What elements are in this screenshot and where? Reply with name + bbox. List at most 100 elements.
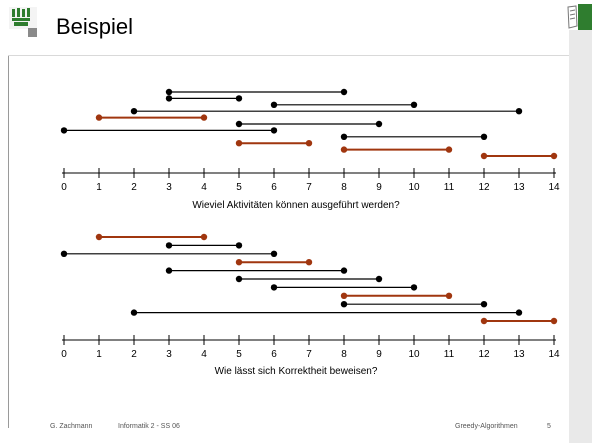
bottom-interval (235, 259, 313, 266)
diagram-top-caption: Wieviel Aktivitäten können ausgeführt we… (192, 200, 400, 211)
interval-end-point (305, 140, 313, 147)
diagram-bottom-caption: Wie lässt sich Korrektheit beweisen? (214, 366, 378, 377)
axis-tick-label: 11 (444, 349, 455, 360)
interval-end-point (235, 242, 243, 249)
interval-start-point (270, 284, 278, 291)
axis-tick-label: 1 (96, 182, 102, 193)
axis-tick-label: 5 (236, 349, 242, 360)
interval-start-point (340, 301, 348, 308)
interval-start-point (130, 108, 138, 115)
interval-end-point (410, 284, 418, 291)
top-interval (60, 127, 278, 134)
axis-tick-label: 5 (236, 182, 242, 193)
interval-start-point (165, 88, 173, 96)
interval-start-point (235, 275, 243, 283)
interval-start-point (270, 101, 278, 108)
top-interval (165, 88, 348, 96)
interval-end-point (235, 95, 243, 102)
axis-tick-label: 10 (408, 349, 420, 360)
interval-end-point (270, 127, 278, 134)
axis-tick-label: 9 (376, 182, 382, 193)
footer-topic: Greedy-Algorithmen (455, 423, 518, 430)
bottom-interval (130, 309, 523, 316)
interval-end-point (480, 133, 488, 140)
axis-tick-label: 4 (201, 349, 207, 360)
interval-end-point (445, 146, 453, 153)
interval-start-point (95, 233, 103, 241)
axis-tick-label: 1 (96, 349, 102, 360)
bottom-interval (165, 242, 243, 249)
interval-start-point (130, 309, 138, 316)
interval-end-point (375, 120, 383, 128)
slide-title: Beispiel (56, 14, 134, 39)
top-interval (95, 114, 208, 121)
top-interval (340, 133, 488, 140)
interval-end-point (340, 88, 348, 96)
axis-tick-label: 11 (444, 182, 455, 193)
interval-start-point (340, 292, 348, 299)
bottom-interval (60, 250, 278, 257)
axis-tick-label: 14 (548, 182, 560, 193)
top-interval (165, 95, 243, 102)
bottom-interval (235, 275, 383, 283)
bottom-interval (95, 233, 208, 241)
axis-tick-label: 12 (478, 182, 490, 193)
bottom-interval (480, 317, 558, 325)
interval-start-point (165, 95, 173, 102)
interval-end-point (200, 114, 208, 121)
interval-start-point (235, 140, 243, 147)
axis-tick-label: 13 (513, 182, 525, 193)
interval-end-point (515, 108, 523, 115)
axis-tick-label: 2 (131, 182, 137, 193)
top-interval (480, 152, 558, 160)
bottom-interval (270, 284, 418, 291)
axis-tick-label: 12 (478, 349, 490, 360)
axis-tick-label: 4 (201, 182, 207, 193)
footer-course: Informatik 2 - SS 06 (118, 423, 180, 430)
interval-end-point (375, 275, 383, 283)
bottom-interval (165, 267, 348, 274)
axis-tick-label: 2 (131, 349, 137, 360)
top-interval (235, 120, 383, 128)
interval-start-point (235, 120, 243, 128)
axis-tick-label: 7 (306, 349, 312, 360)
interval-start-point (60, 127, 68, 134)
interval-end-point (410, 101, 418, 108)
interval-end-point (550, 152, 558, 160)
interval-start-point (60, 250, 68, 257)
axis-tick-label: 6 (271, 182, 277, 193)
interval-start-point (340, 133, 348, 140)
axis-tick-label: 9 (376, 349, 382, 360)
axis-tick-label: 0 (61, 182, 67, 193)
interval-start-point (480, 317, 488, 325)
interval-start-point (165, 242, 173, 249)
axis-tick-label: 3 (166, 182, 172, 193)
interval-start-point (235, 259, 243, 266)
footer-page: 5 (547, 423, 551, 430)
axis-tick-label: 13 (513, 349, 525, 360)
top-interval (270, 101, 418, 108)
footer-author: G. Zachmann (50, 423, 93, 430)
interval-end-point (515, 309, 523, 316)
interval-end-point (480, 301, 488, 308)
top-interval (340, 146, 453, 153)
left-border (8, 56, 9, 428)
interval-start-point (340, 146, 348, 153)
axis-tick-label: 6 (271, 349, 277, 360)
interval-end-point (550, 317, 558, 325)
interval-end-point (445, 292, 453, 299)
interval-diagram-top: 0 1 2 3 4 5 6 7 8 9 10 11 12 13 14 (60, 88, 560, 193)
axis-tick-label: 10 (408, 182, 420, 193)
interval-start-point (480, 152, 488, 160)
interval-diagram-bottom: 0 1 2 3 4 5 6 7 8 9 10 11 12 13 14 (60, 233, 560, 360)
axis-tick-label: 3 (166, 349, 172, 360)
axis-tick-label: 14 (548, 349, 560, 360)
top-interval (130, 108, 523, 115)
bottom-interval (340, 301, 488, 308)
interval-end-point (305, 259, 313, 266)
interval-end-point (340, 267, 348, 274)
bottom-interval (340, 292, 453, 299)
interval-start-point (95, 114, 103, 121)
top-interval (235, 140, 313, 147)
university-seal-icon (9, 7, 37, 37)
